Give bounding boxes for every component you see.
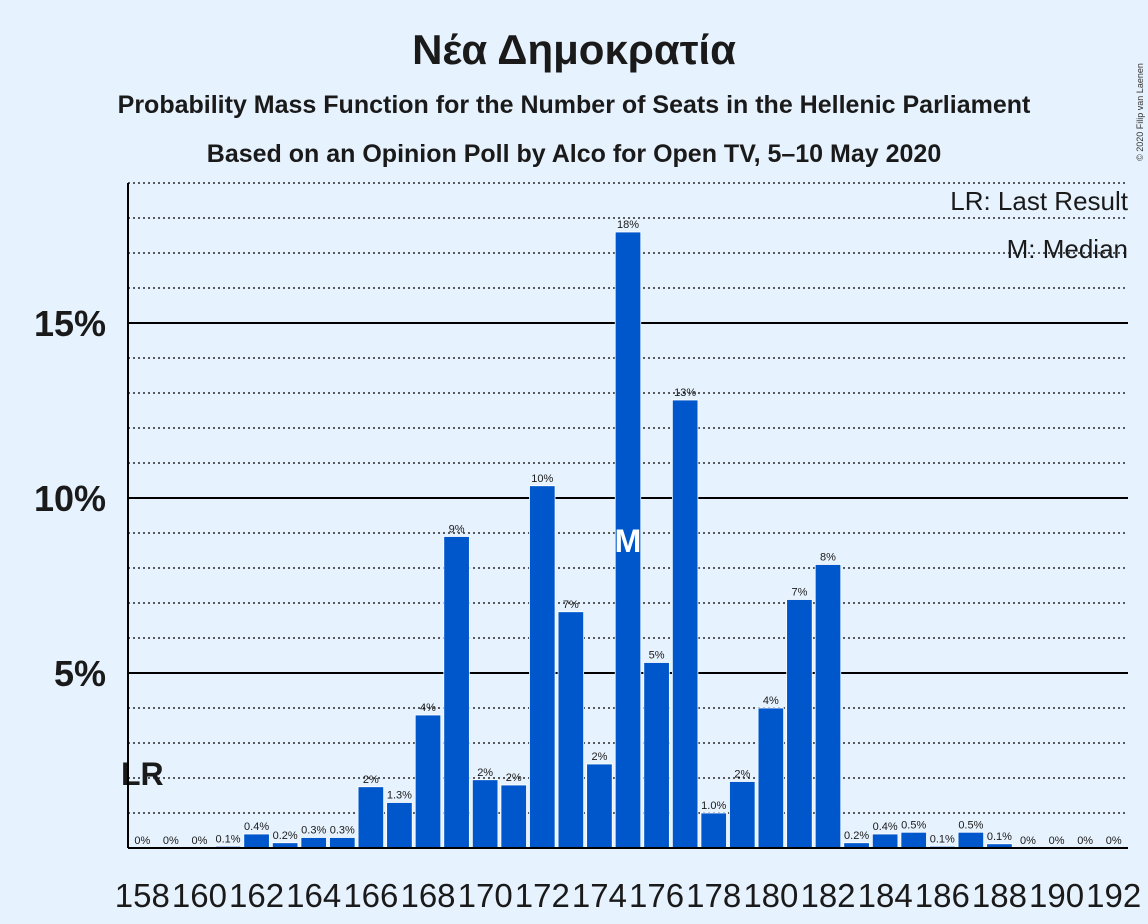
data-label-seat-184: 0.4% xyxy=(873,821,898,833)
bar-seat-169 xyxy=(443,536,470,849)
data-label-seat-177: 13% xyxy=(674,387,696,399)
x-tick-label: 188 xyxy=(972,877,1027,914)
x-tick-label: 180 xyxy=(743,877,798,914)
bar-seat-184 xyxy=(871,833,899,849)
data-label-seat-182: 8% xyxy=(820,552,836,564)
axes: 5% 10% 15% 158 160 162 164 166 168 170 172 174 176 17… xyxy=(34,183,1141,914)
x-tick-label: 158 xyxy=(115,877,170,914)
data-label-seat-189: 0% xyxy=(1020,835,1036,847)
bar-seat-178 xyxy=(700,812,727,849)
bar-seat-180 xyxy=(757,707,785,849)
data-label-seat-165: 0.3% xyxy=(330,825,355,837)
chart-subtitle-poll: Based on an Opinion Poll by Alco for Ope… xyxy=(207,140,941,168)
x-tick-label: 168 xyxy=(400,877,455,914)
legend-last-result: LR: Last Result xyxy=(950,186,1129,216)
legend-median: M: Median xyxy=(1007,234,1128,264)
bar-seat-168 xyxy=(414,714,442,849)
bar-seat-173 xyxy=(557,611,585,849)
data-label-seat-163: 0.2% xyxy=(273,830,298,842)
data-label-seat-180: 4% xyxy=(763,695,779,707)
data-label-seat-179: 2% xyxy=(734,769,750,781)
data-label-seat-173: 7% xyxy=(563,599,579,611)
bar-seat-181 xyxy=(786,599,813,849)
data-label-seat-162: 0.4% xyxy=(244,821,269,833)
data-label-seat-169: 9% xyxy=(449,524,465,536)
y-tick-label: 5% xyxy=(54,653,106,694)
data-label-seat-174: 2% xyxy=(591,751,607,763)
x-tick-label: 178 xyxy=(686,877,741,914)
bar-seat-182 xyxy=(814,564,842,849)
bar-seat-172 xyxy=(529,485,556,849)
bar-seat-166 xyxy=(357,786,385,849)
chart-subtitle: Probability Mass Function for the Number… xyxy=(118,91,1031,119)
data-label-seat-170: 2% xyxy=(477,767,493,779)
x-tick-label: 182 xyxy=(800,877,855,914)
data-label-seat-168: 4% xyxy=(420,702,436,714)
median-marker: M xyxy=(615,523,642,559)
data-label-seat-158: 0% xyxy=(134,835,150,847)
bar-seat-170 xyxy=(471,779,499,849)
data-label-seat-192: 0% xyxy=(1106,835,1122,847)
x-tick-label: 176 xyxy=(629,877,684,914)
bar-seat-165 xyxy=(329,837,356,849)
x-tick-label: 190 xyxy=(1029,877,1084,914)
bar-seat-174 xyxy=(586,763,613,849)
data-label-seat-166: 2% xyxy=(363,774,379,786)
bars-group: 0% 0% 0% 0.1%0.4%0.2% 0.3% 0.3%2%1.3%4%9%2% 2%… xyxy=(121,219,1122,849)
data-label-seat-161: 0.1% xyxy=(215,833,240,845)
credit-text: © 2020 Filip van Laenen xyxy=(1135,63,1145,161)
x-tick-label: 162 xyxy=(229,877,284,914)
data-label-seat-178: 1.0% xyxy=(701,800,726,812)
x-tick-label: 192 xyxy=(1086,877,1141,914)
data-label-seat-190: 0% xyxy=(1049,835,1065,847)
data-label-seat-175: 18% xyxy=(617,219,639,231)
bar-seat-177 xyxy=(671,399,699,849)
data-label-seat-181: 7% xyxy=(791,587,807,599)
bar-seat-171 xyxy=(500,784,527,849)
data-label-seat-172: 10% xyxy=(531,473,553,485)
x-tick-label: 166 xyxy=(343,877,398,914)
data-label-seat-186: 0.1% xyxy=(930,833,955,845)
x-tick-label: 164 xyxy=(286,877,341,914)
data-label-seat-160: 0% xyxy=(191,835,207,847)
chart-title: Νέα Δημοκρατία xyxy=(412,26,736,73)
bar-seat-167 xyxy=(386,802,413,849)
bar-seat-187 xyxy=(957,831,985,849)
x-tick-label: 170 xyxy=(458,877,513,914)
data-label-seat-185: 0.5% xyxy=(901,819,926,831)
data-label-seat-159: 0% xyxy=(163,835,179,847)
bar-seat-176 xyxy=(643,662,670,849)
data-label-seat-176: 5% xyxy=(649,650,665,662)
bar-seat-185 xyxy=(900,831,927,849)
y-tick-label: 10% xyxy=(34,478,106,519)
x-tick-label: 184 xyxy=(858,877,913,914)
data-label-seat-167: 1.3% xyxy=(387,790,412,802)
data-label-seat-188: 0.1% xyxy=(987,831,1012,843)
data-label-seat-171: 2% xyxy=(506,772,522,784)
data-label-seat-183: 0.2% xyxy=(844,830,869,842)
bar-seat-162 xyxy=(243,833,270,849)
x-tick-label: 172 xyxy=(515,877,570,914)
data-label-seat-191: 0% xyxy=(1077,835,1093,847)
bar-seat-164 xyxy=(300,837,327,849)
x-tick-label: 174 xyxy=(572,877,627,914)
x-tick-label: 160 xyxy=(172,877,227,914)
data-label-seat-164: 0.3% xyxy=(301,825,326,837)
data-label-seat-187: 0.5% xyxy=(958,819,983,831)
bar-seat-175 xyxy=(614,231,642,849)
y-tick-label: 15% xyxy=(34,303,106,344)
x-tick-label: 186 xyxy=(915,877,970,914)
bar-seat-179 xyxy=(729,781,756,849)
